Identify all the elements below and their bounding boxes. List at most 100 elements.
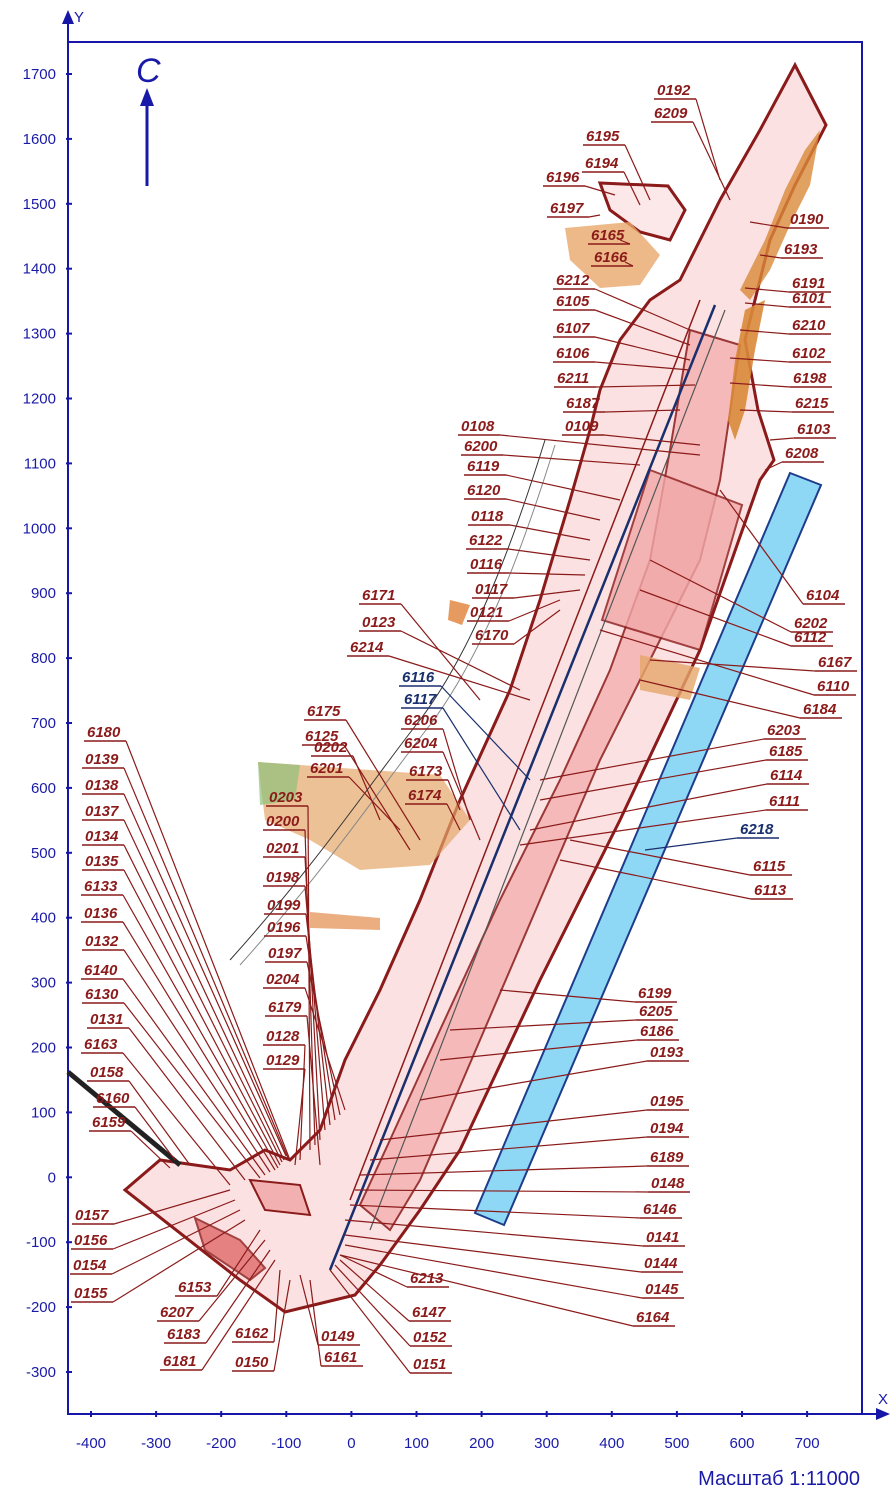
x-tick-labels: -400 -300 -200 -100 0 100 200 300 400 500 600 700 <box>76 1411 820 1452</box>
leader-line <box>400 603 481 701</box>
leader-line <box>113 1189 231 1225</box>
leader-line <box>122 978 266 1176</box>
leader-line <box>128 1027 246 1181</box>
leader-line <box>400 630 521 691</box>
label-6160: 6160 <box>96 1090 130 1107</box>
leader-line <box>439 1039 638 1061</box>
leader-line <box>123 793 287 1157</box>
leader-line <box>744 287 790 293</box>
label-0141: 0141 <box>646 1229 679 1246</box>
leader-line <box>603 434 701 446</box>
label-6215: 6215 <box>795 395 829 412</box>
leader-line <box>539 759 767 801</box>
label-6189: 6189 <box>650 1149 684 1166</box>
leader-line <box>304 885 326 1131</box>
x-tick-label: 500 <box>664 1435 689 1452</box>
label-6146: 6146 <box>643 1201 677 1218</box>
label-6214: 6214 <box>350 639 384 656</box>
leader-line <box>759 254 782 259</box>
leader-line <box>304 856 321 1141</box>
leader-line <box>388 655 531 701</box>
leader-line <box>447 779 461 811</box>
label-6130: 6130 <box>85 986 119 1003</box>
leader-line <box>339 1259 410 1322</box>
leader-line <box>309 1279 322 1367</box>
label-6204: 6204 <box>404 735 438 752</box>
orange-terrain-top <box>565 222 660 288</box>
label-6205: 6205 <box>639 1003 673 1020</box>
leader-line <box>764 461 783 471</box>
label-6167: 6167 <box>818 654 852 671</box>
leader-line <box>354 1189 649 1193</box>
leader-line <box>649 559 792 633</box>
leader-line <box>123 949 271 1173</box>
label-0148: 0148 <box>651 1175 685 1192</box>
y-tick-label: 300 <box>31 975 56 992</box>
leader-lines <box>111 98 816 1374</box>
label-6102: 6102 <box>792 345 826 362</box>
orange-strip-right <box>740 130 820 300</box>
label-0196: 0196 <box>267 919 301 936</box>
leader-line <box>369 1136 648 1161</box>
y-tick-label: -300 <box>26 1364 56 1381</box>
label-6200: 6200 <box>464 438 498 455</box>
label-6164: 6164 <box>636 1309 670 1326</box>
label-0152: 0152 <box>413 1329 447 1346</box>
label-0154: 0154 <box>73 1257 107 1274</box>
label-6116: 6116 <box>402 669 435 686</box>
label-6119: 6119 <box>467 458 500 475</box>
label-6125: 6125 <box>305 728 339 745</box>
label-6174: 6174 <box>408 787 442 804</box>
label-6170: 6170 <box>475 627 509 644</box>
leader-line <box>505 474 621 501</box>
label-0108: 0108 <box>461 418 495 435</box>
leader-line <box>305 913 331 1126</box>
leader-line <box>304 987 346 1111</box>
leader-line <box>345 719 421 841</box>
x-tick-label: 200 <box>469 1435 494 1452</box>
leader-line <box>644 837 738 851</box>
y-tick-label: 600 <box>31 780 56 797</box>
leader-line <box>739 329 790 335</box>
leader-line <box>729 357 790 363</box>
x-tick-label: -300 <box>141 1435 171 1452</box>
track-line-2 <box>349 299 701 1201</box>
leader-line <box>539 738 765 781</box>
label-6207: 6207 <box>160 1304 194 1321</box>
y-axis-arrow-icon <box>62 10 74 24</box>
y-tick-label: -200 <box>26 1299 56 1316</box>
label-6202: 6202 <box>794 615 828 632</box>
label-0190: 0190 <box>790 211 824 228</box>
leader-line <box>519 809 767 846</box>
label-6120: 6120 <box>467 482 501 499</box>
leader-line <box>379 1109 648 1141</box>
leader-line <box>604 409 681 413</box>
x-tick-label: 0 <box>347 1435 355 1452</box>
label-0136: 0136 <box>84 905 118 922</box>
y-tick-label: 700 <box>31 715 56 732</box>
label-0121: 0121 <box>470 604 503 621</box>
x-tick-label: 700 <box>795 1435 820 1452</box>
leader-line <box>594 336 691 361</box>
leader-line <box>123 1002 261 1179</box>
leader-line <box>594 288 691 331</box>
x-tick-label: 100 <box>404 1435 429 1452</box>
north-building-cluster <box>597 181 687 242</box>
label-6210: 6210 <box>792 317 826 334</box>
leader-line <box>744 302 790 308</box>
leader-line <box>299 1044 306 1161</box>
pink-block-large <box>600 468 744 652</box>
source-labels: 0192 6209 6195 6194 6196 6197 6165 6166 0190 6193… <box>70 82 857 1374</box>
label-6163: 6163 <box>84 1036 118 1053</box>
leader-line <box>344 1219 644 1247</box>
label-0199: 0199 <box>267 897 301 914</box>
leader-line <box>299 1274 319 1346</box>
label-0139: 0139 <box>85 751 119 768</box>
label-6193: 6193 <box>784 241 818 258</box>
label-0197: 0197 <box>268 945 302 962</box>
label-6209: 6209 <box>654 105 688 122</box>
south-building-2 <box>248 1178 312 1217</box>
leader-line <box>739 409 793 413</box>
label-6211: 6211 <box>557 370 589 387</box>
